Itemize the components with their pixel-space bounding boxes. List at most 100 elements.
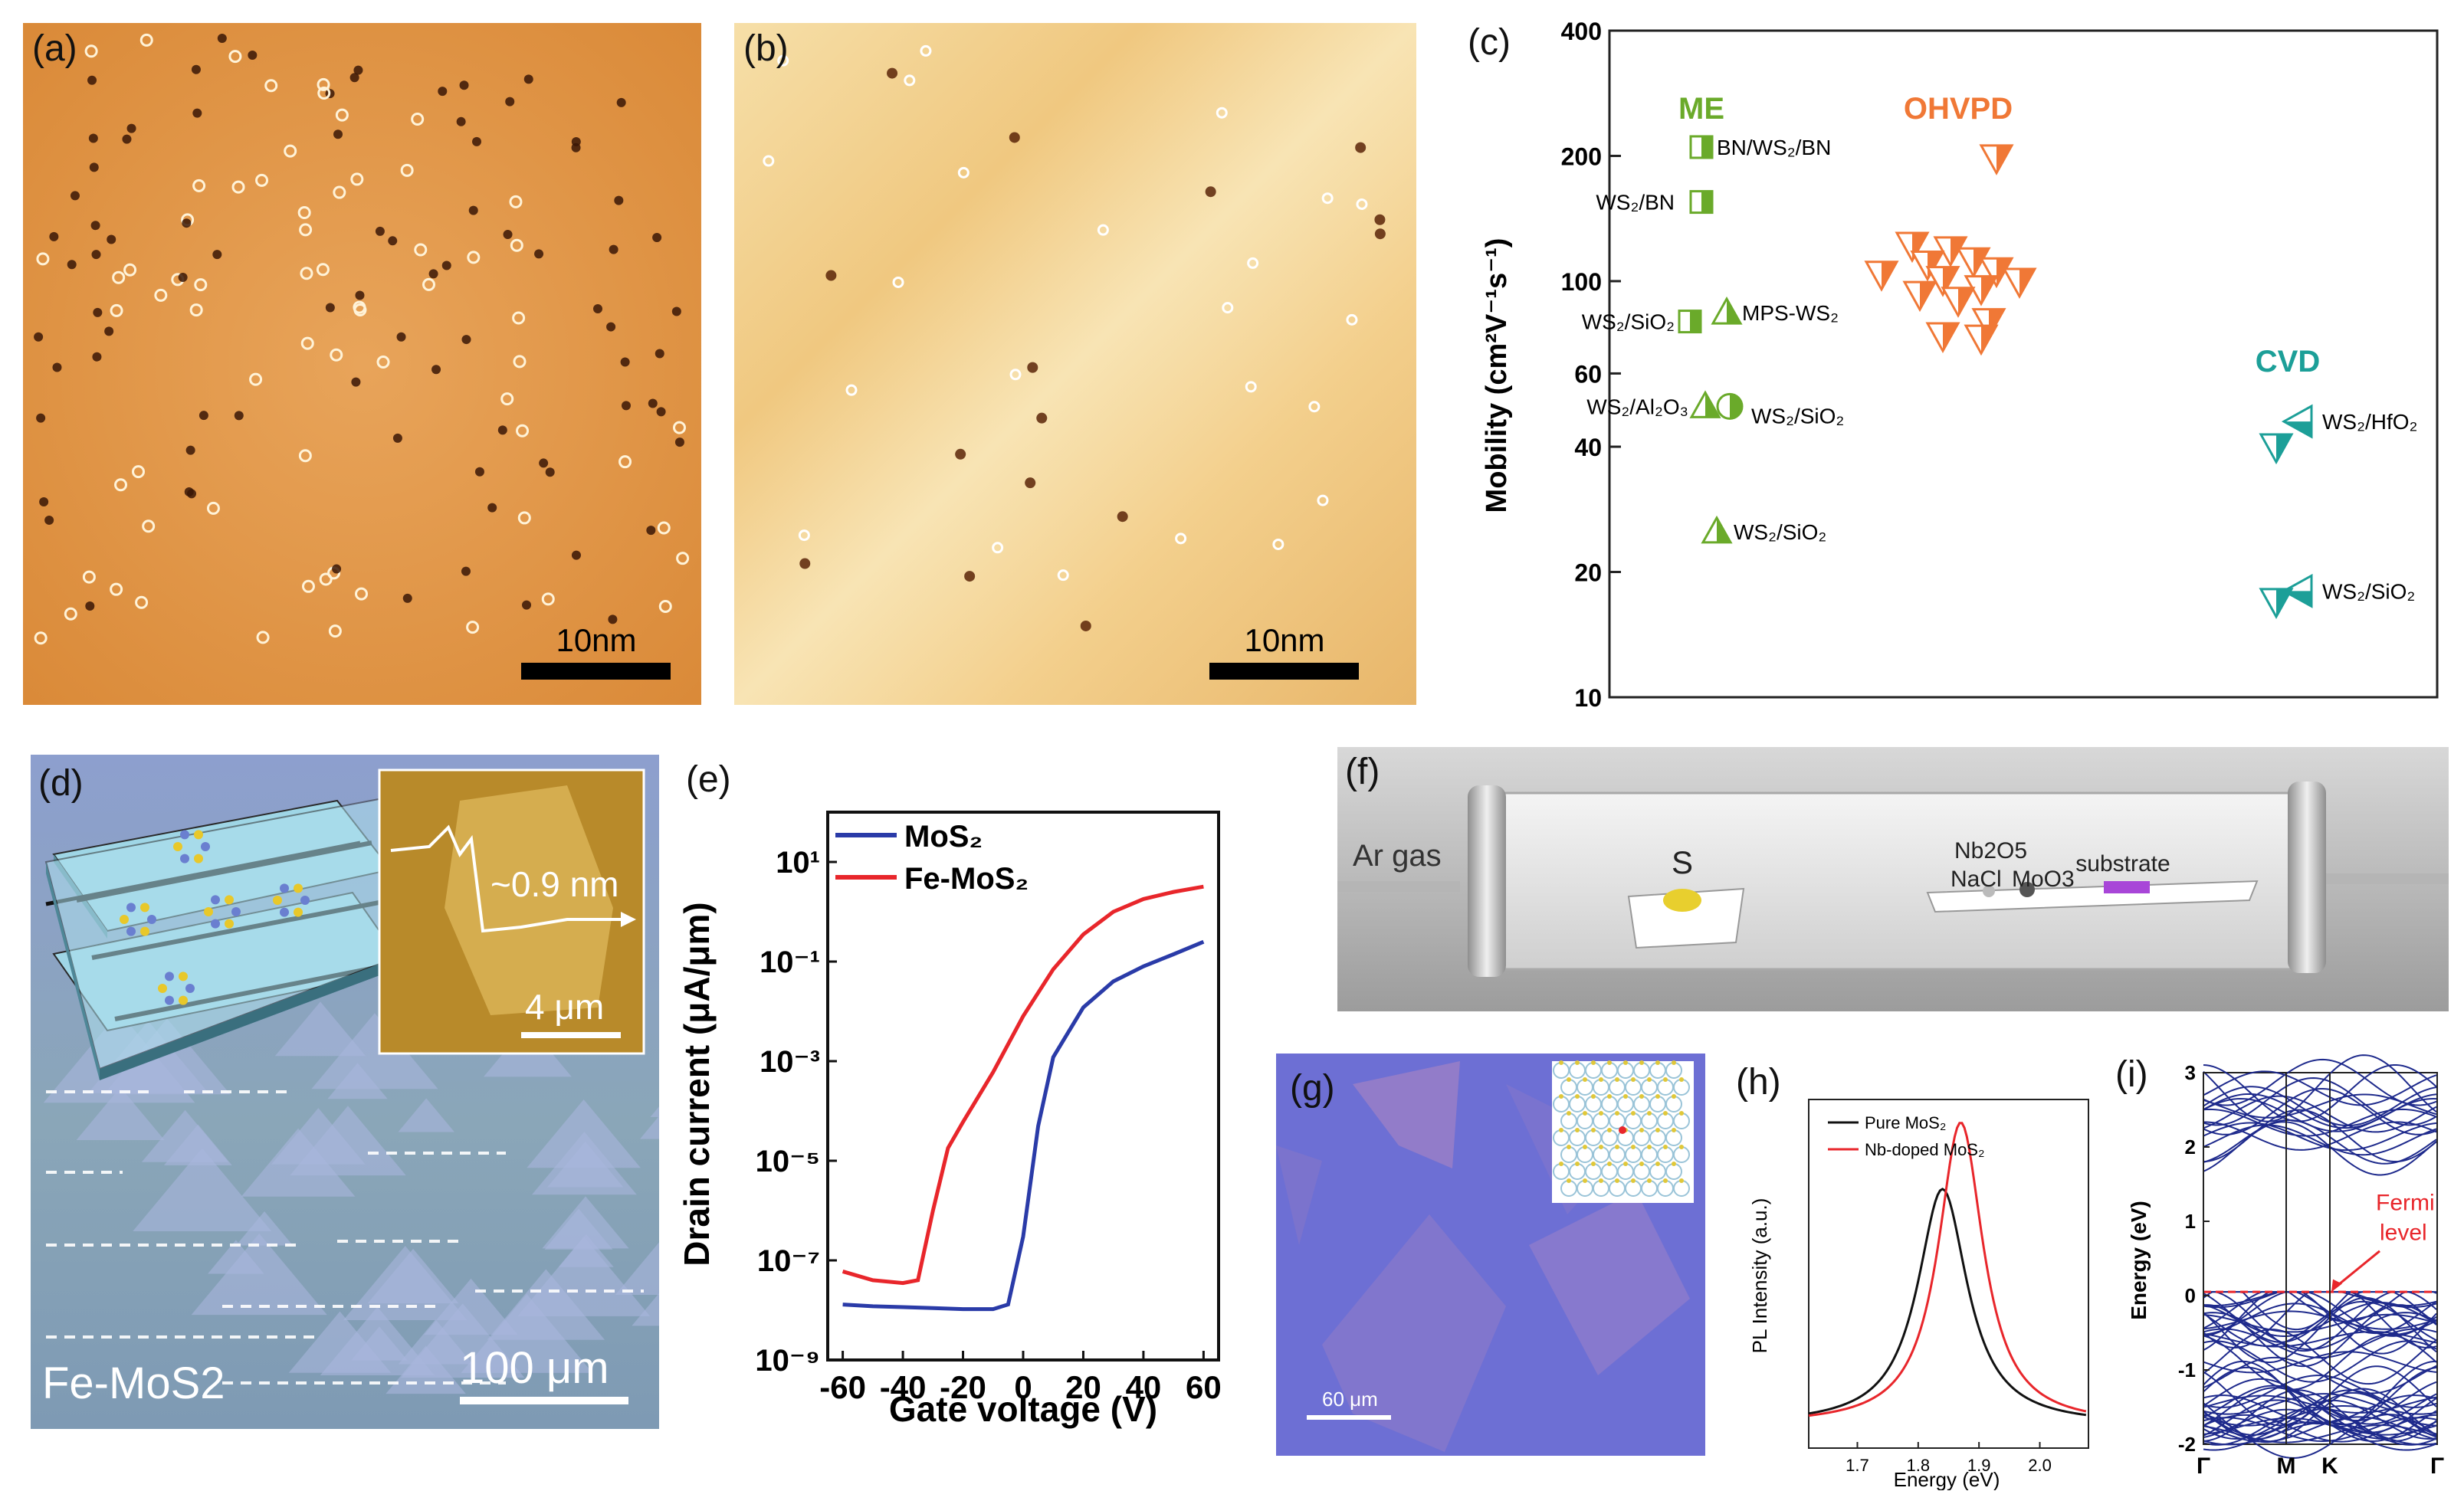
panel-h: PL Intensity (a.u.) Energy (eV) 1.7 1.8 1.… (1736, 1054, 2104, 1490)
dark-defect (674, 437, 684, 447)
bright-defect (1346, 313, 1358, 326)
y-tick-label: 10⁻⁷ (757, 1244, 820, 1278)
mos2-flake (558, 1234, 614, 1267)
x-tick-label: 0 (1014, 1369, 1032, 1405)
dark-defect (70, 191, 80, 201)
bright-defect (512, 311, 526, 325)
bright-defect (330, 348, 343, 362)
dark-defect (474, 467, 484, 477)
dark-defect (67, 260, 77, 270)
bright-defect (672, 421, 686, 434)
fermi-label-1: Fermi (2376, 1190, 2435, 1215)
dark-defect (1374, 228, 1386, 240)
y-tick-label: 10¹ (776, 846, 820, 880)
atom (194, 830, 203, 840)
dark-defect (212, 250, 222, 260)
dark-defect (571, 143, 581, 152)
atom (120, 915, 129, 924)
k-point-label: M (2277, 1453, 2296, 1479)
bright-defect (264, 79, 278, 93)
y-axis-label: Drain current (μA/μm) (677, 902, 717, 1266)
bright-defect (1317, 494, 1329, 506)
bright-defect (1245, 381, 1257, 393)
bright-defect (317, 87, 331, 100)
me-point (1689, 190, 1714, 215)
k-point-label: Γ (2430, 1453, 2444, 1479)
y-tick-label: 1 (2185, 1210, 2196, 1233)
bright-defect (110, 582, 123, 596)
y-axis-label: PL Intensity (a.u.) (1748, 1198, 1771, 1354)
bright-defect (400, 163, 414, 177)
band-line (2203, 1087, 2437, 1135)
bright-defect (36, 252, 50, 266)
atom (126, 926, 136, 936)
panel-f: Ar gas S Nb2O5 NaCl MoO3 substrate (f) (1337, 747, 2449, 1011)
group-label-cvd: CVD (2256, 345, 2320, 378)
band-line (2203, 1417, 2437, 1442)
band-line (2203, 1313, 2437, 1333)
band-structure-chart: -2 -1 0 1 2 3 Γ M K Γ Energy (eV) Fermi level (2127, 1054, 2444, 1479)
y-tick-label: 40 (1574, 434, 1602, 461)
band-line (2203, 1384, 2437, 1425)
panel-label-d: (d) (38, 763, 84, 804)
panel-d: ~0.9 nm 4 μm Fe-MoS2 100 μm (d) (31, 755, 659, 1429)
dark-defect (1205, 186, 1216, 198)
fermi-label-2: level (2380, 1220, 2427, 1245)
scale-bar-label: 10nm (1244, 622, 1324, 658)
dark-defect (441, 261, 451, 270)
dark-defect (351, 377, 361, 387)
atom (180, 854, 189, 863)
mos2-flake (133, 1148, 272, 1232)
x-tick-label: 20 (1065, 1369, 1101, 1405)
sulfur-boat (1627, 887, 1745, 949)
x-tick-label: -40 (880, 1369, 927, 1405)
bright-defect (298, 449, 312, 463)
y-tick-label: 10⁻⁵ (756, 1145, 820, 1178)
atom (225, 919, 234, 929)
x-tick-label: -20 (940, 1369, 986, 1405)
y-axis-label: Energy (eV) (2127, 1201, 2151, 1320)
stm-image-b: 10nm (734, 23, 1416, 705)
bright-defect (777, 54, 789, 67)
series-line (842, 939, 1205, 1312)
bright-defect (513, 355, 527, 369)
bright-defect (1097, 224, 1109, 236)
dark-defect (656, 407, 666, 417)
atom (165, 995, 174, 1005)
precursor-3-label: MoO3 (2012, 867, 2075, 892)
bright-defect (135, 595, 149, 609)
mos2-flake (103, 1018, 231, 1095)
dark-defect (1080, 620, 1091, 631)
bright-defect (509, 195, 523, 208)
dark-defect (487, 503, 497, 513)
bright-defect (411, 112, 425, 126)
y-tick-label: 400 (1561, 18, 1602, 45)
panel-label-b: (b) (743, 28, 789, 69)
bright-defect (142, 519, 156, 533)
optical-image-d: ~0.9 nm 4 μm Fe-MoS2 100 μm (31, 755, 659, 1429)
ohvpd-point (1941, 287, 1976, 318)
bright-defect (892, 276, 904, 288)
dark-defect (1374, 214, 1386, 225)
mos2-flake (191, 1233, 327, 1316)
bright-defect (1247, 257, 1259, 269)
me-point-label: MPS-WS₂ (1742, 301, 1839, 325)
dark-defect (523, 74, 533, 84)
bright-defect (1009, 369, 1022, 381)
bright-defect (284, 144, 297, 158)
bright-defect (189, 303, 203, 317)
panel-label-f: (f) (1345, 752, 1380, 792)
dark-defect (122, 134, 132, 144)
gas-label: Ar gas (1353, 839, 1442, 873)
me-point-label: BN/WS₂/BN (1717, 136, 1831, 159)
band-line (2203, 1291, 2437, 1335)
bright-defect (206, 501, 220, 515)
dark-defect (646, 526, 656, 536)
dark-defect (606, 322, 616, 332)
bright-defect (517, 511, 531, 525)
dark-defect (621, 401, 631, 411)
dark-defect (234, 411, 244, 421)
y-tick-label: 10⁻⁹ (755, 1344, 820, 1378)
dark-defect (461, 335, 471, 345)
nb-dopant (1619, 1126, 1626, 1134)
